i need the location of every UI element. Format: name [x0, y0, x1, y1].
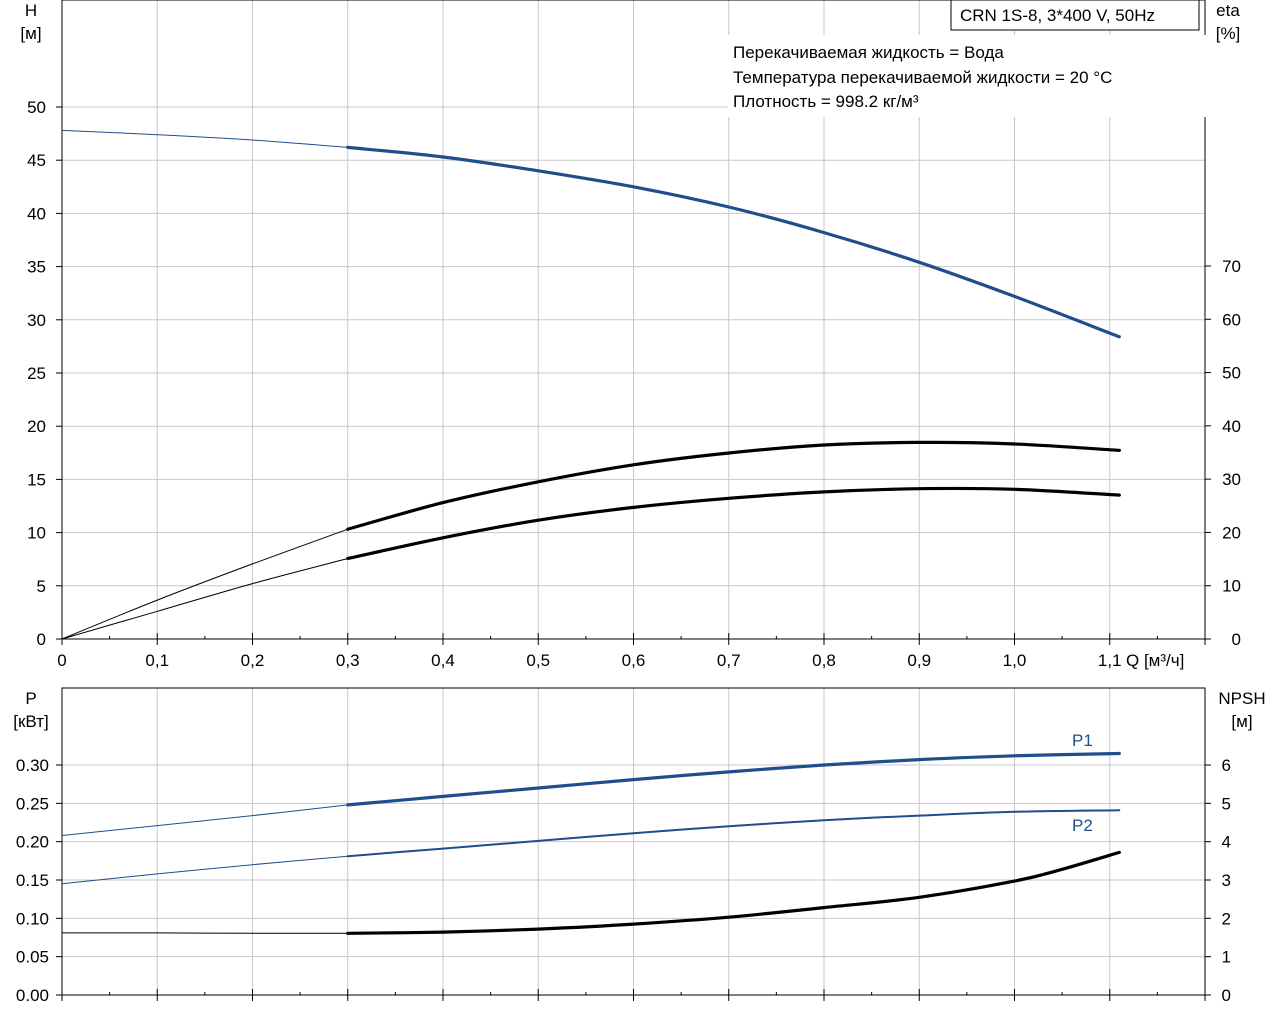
series-p2-line: [346, 809, 1121, 858]
top-y-left-tick-labels: 0 5 10 15 20 25 30 35 40 45 50: [27, 98, 46, 649]
top-ylabel-right-unit: [%]: [1216, 24, 1241, 43]
y-right-tick-label: 30: [1222, 470, 1241, 489]
series-eta_lower-extrapolated: [61, 558, 348, 640]
y-right-tick-label: 4: [1222, 833, 1231, 852]
bottom-panel-series: [61, 751, 1121, 935]
series-p1-extrapolated: [61, 804, 348, 836]
x-tick-label: 1,1: [1098, 651, 1122, 670]
x-tick-label: 0: [57, 651, 66, 670]
bottom-ylabel-right-unit: [м]: [1231, 712, 1252, 731]
top-x-tick-labels: 0 0,1 0,2 0,3 0,4 0,5 0,6 0,7 0,8 0,9 1,0 1,1: [57, 651, 1121, 670]
x-tick-label: 0,2: [241, 651, 265, 670]
y-right-tick-label: 1: [1222, 948, 1231, 967]
x-tick-label: 0,7: [717, 651, 741, 670]
y-right-tick-label: 60: [1222, 310, 1241, 329]
y-left-tick-label: 0.10: [16, 909, 49, 928]
y-right-tick-label: 70: [1222, 257, 1241, 276]
y-right-tick-label: 40: [1222, 417, 1241, 436]
series-label-p1: P1: [1072, 731, 1093, 750]
bottom-ylabel-right-name: NPSH: [1218, 689, 1265, 708]
y-right-tick-label: 6: [1222, 756, 1231, 775]
y-right-tick-label: 5: [1222, 794, 1231, 813]
y-right-tick-label: 10: [1222, 577, 1241, 596]
bottom-panel-grid: [62, 688, 1205, 995]
series-p2-extrapolated: [61, 855, 348, 885]
y-left-tick-label: 40: [27, 204, 46, 223]
y-left-tick-label: 0.05: [16, 948, 49, 967]
y-left-tick-label: 20: [27, 417, 46, 436]
x-tick-label: 0,9: [907, 651, 931, 670]
y-left-tick-label: 30: [27, 311, 46, 330]
series-p1-line: [346, 751, 1121, 807]
y-left-tick-label: 25: [27, 364, 46, 383]
y-left-tick-label: 50: [27, 98, 46, 117]
y-left-tick-label: 10: [27, 524, 46, 543]
top-panel-series: [61, 129, 1121, 640]
x-tick-label: 0,5: [526, 651, 550, 670]
y-right-tick-label: 20: [1222, 523, 1241, 542]
info-line-fluid: Перекачиваемая жидкость = Вода: [733, 43, 1004, 62]
y-left-tick-label: 45: [27, 151, 46, 170]
top-xlabel: Q [м³/ч]: [1126, 651, 1184, 670]
series-eta_upper-extrapolated: [61, 528, 348, 640]
y-right-tick-label: 0: [1222, 986, 1231, 1005]
y-left-tick-label: 15: [27, 470, 46, 489]
title-box-text: CRN 1S-8, 3*400 V, 50Hz: [960, 6, 1155, 25]
series-eta_upper-line: [346, 440, 1121, 531]
x-tick-label: 0,1: [145, 651, 169, 670]
bottom-ylabel-left-name: P: [25, 689, 36, 708]
series-eta_lower-line: [346, 486, 1121, 561]
bottom-y-right-tick-labels: 0 1 2 3 4 5 6: [1222, 756, 1231, 1005]
x-tick-label: 0,4: [431, 651, 455, 670]
bottom-ylabel-left-unit: [кВт]: [13, 712, 48, 731]
y-left-tick-label: 0.15: [16, 871, 49, 890]
x-tick-label: 1,0: [1003, 651, 1027, 670]
info-box: [728, 35, 1206, 117]
top-ylabel-right-name: eta: [1216, 1, 1240, 20]
y-left-tick-label: 35: [27, 258, 46, 277]
y-left-tick-label: 0.25: [16, 794, 49, 813]
series-h-line: [346, 145, 1121, 339]
y-left-tick-label: 0.20: [16, 833, 49, 852]
y-right-tick-label: 0: [1232, 630, 1241, 649]
x-tick-label: 0,8: [812, 651, 836, 670]
y-left-tick-label: 0: [37, 630, 46, 649]
bottom-panel-ticks: [56, 764, 1211, 1001]
bottom-y-left-tick-labels: 0.00 0.05 0.10 0.15 0.20 0.25 0.30: [16, 756, 49, 1005]
top-ylabel-left-unit: [м]: [20, 24, 41, 43]
y-left-tick-label: 5: [37, 577, 46, 596]
title-box: [950, 0, 1200, 31]
info-line-temperature: Температура перекачиваемой жидкости = 20…: [733, 68, 1112, 87]
top-panel-ticks: [56, 106, 1211, 645]
x-tick-label: 0,6: [622, 651, 646, 670]
y-left-tick-label: 0.30: [16, 756, 49, 775]
y-right-tick-label: 2: [1222, 909, 1231, 928]
series-h-extrapolated: [61, 129, 348, 148]
y-right-tick-label: 50: [1222, 364, 1241, 383]
series-label-p2: P2: [1072, 816, 1093, 835]
info-line-density: Плотность = 998.2 кг/м³: [733, 92, 919, 111]
top-y-right-tick-labels: 0 10 20 30 40 50 60 70: [1222, 257, 1241, 649]
x-tick-label: 0,3: [336, 651, 360, 670]
series-npsh-line: [346, 850, 1121, 935]
top-ylabel-left-name: H: [25, 1, 37, 20]
y-right-tick-label: 3: [1222, 871, 1231, 890]
y-left-tick-label: 0.00: [16, 986, 49, 1005]
